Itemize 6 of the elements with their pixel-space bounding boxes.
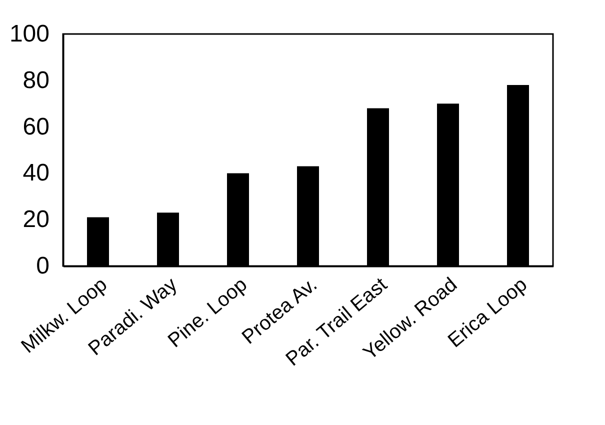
y-tick-label: 40	[22, 160, 50, 187]
y-tick-label: 0	[36, 252, 50, 280]
y-tick-label: 80	[22, 66, 50, 94]
y-tick-label: 60	[22, 113, 50, 140]
y-tick-label: 20	[22, 206, 50, 234]
y-tick-label: 100	[9, 20, 50, 48]
